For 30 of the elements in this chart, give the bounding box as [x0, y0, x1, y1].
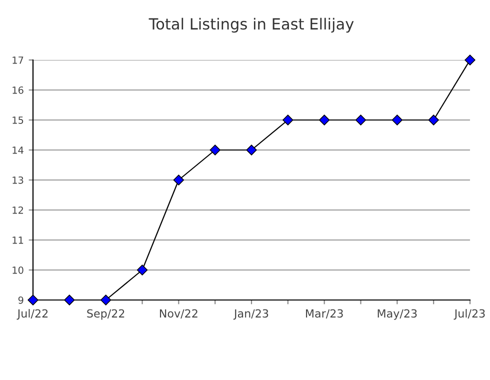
point	[64, 294, 75, 306]
point	[246, 144, 257, 156]
x-tick-label: Jul/23	[454, 309, 485, 320]
point	[210, 144, 220, 156]
point	[173, 174, 184, 186]
y-tick-label: 17	[12, 56, 24, 64]
y-tick-label: 11	[12, 236, 24, 244]
y-tick-label: 9	[18, 296, 24, 304]
y-tick-label: 15	[12, 116, 24, 124]
y-tick-label: 13	[12, 176, 24, 184]
point	[428, 114, 439, 126]
y-tick-label: 10	[12, 266, 24, 274]
y-tick-label: 16	[12, 86, 24, 94]
x-tick-label: Jan/23	[233, 309, 268, 320]
point	[319, 114, 330, 126]
chart-title: Total Listings in East Ellijay	[148, 18, 354, 33]
x-tick-label: May/23	[378, 309, 417, 320]
x-tick-label: Mar/23	[306, 309, 343, 318]
point	[136, 264, 148, 276]
y-tick-label: 12	[12, 206, 23, 214]
y-tick-label: 14	[12, 146, 24, 154]
point	[282, 114, 294, 126]
x-tick-label: Sep/22	[87, 309, 124, 320]
point	[28, 294, 38, 306]
point	[464, 54, 476, 66]
point	[355, 114, 366, 126]
x-tick-label: Jul/22	[16, 309, 48, 320]
point	[100, 294, 112, 306]
x-tick-label: Nov/22	[160, 309, 198, 318]
point	[392, 114, 402, 126]
